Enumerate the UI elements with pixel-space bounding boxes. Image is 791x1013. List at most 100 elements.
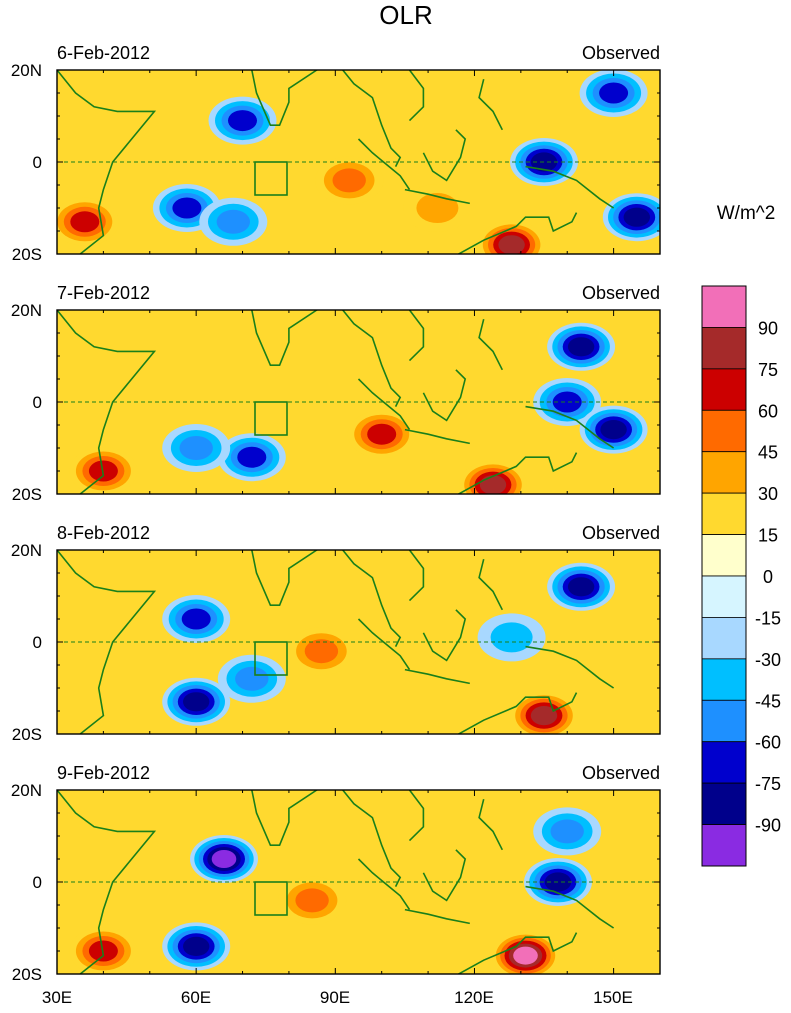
panel-2-anomaly-4-level-4 — [530, 706, 558, 726]
colorbar-swatch-2 — [701, 368, 747, 411]
panel-0-anomaly-5-level-4 — [498, 235, 525, 254]
panel-2-anomaly-3-level-2 — [304, 639, 339, 664]
colorbar-swatch-9 — [701, 658, 747, 701]
panel-2-coastline-6 — [478, 559, 504, 611]
panel-3-target-box — [254, 881, 288, 916]
panel-3-coastline-1 — [250, 790, 319, 846]
panel-1-field — [69, 322, 648, 494]
panel-0-ticks — [56, 69, 661, 255]
panel-2-ytick-20s: 20S — [12, 725, 42, 744]
colorbar-swatch-10 — [701, 699, 747, 743]
panel-1-target-box — [254, 401, 288, 436]
panel-0-anomaly-2-level-2 — [216, 209, 250, 234]
colorbar-label-10: -60 — [755, 733, 781, 753]
panel-3-coastline-9 — [408, 790, 425, 842]
panel-1-anomaly-0-level-3 — [237, 446, 267, 468]
panel-1-coastline-2 — [341, 310, 402, 407]
colorbar-swatch-6 — [701, 534, 747, 577]
panel-2-target-box — [254, 641, 288, 676]
panel-0-coastlines — [57, 70, 615, 254]
panel-0-anomaly-1-level-3 — [172, 197, 202, 219]
panel-1-date: 7-Feb-2012 — [57, 283, 150, 303]
panel-0-anomaly-4-level-1 — [416, 193, 459, 223]
panel-0-anomaly-8-level-4 — [623, 207, 650, 227]
panel-2-ytick-0: 0 — [33, 633, 42, 652]
colorbar-swatch-8 — [701, 617, 747, 660]
panel-3: 9-Feb-2012 Observed 20N 0 20S — [11, 763, 661, 984]
panel-1-anomaly-5-level-3 — [552, 391, 582, 413]
panel-2-coastline-9 — [408, 550, 425, 602]
panel-0-coastline-7 — [525, 165, 615, 209]
panel-3-coastline-3 — [357, 858, 411, 911]
xtick-30e: 30E — [42, 988, 72, 1007]
xtick-120e: 120E — [454, 988, 494, 1007]
panel-1-coastlines — [57, 310, 615, 494]
panel-0-coastline-5 — [422, 129, 467, 182]
panel-0-date: 6-Feb-2012 — [57, 43, 150, 63]
colorbar-label-8: -30 — [755, 650, 781, 670]
panel-2: 8-Feb-2012 Observed 20N 0 20S — [11, 523, 661, 744]
panel-3-coastline-7 — [525, 885, 615, 929]
panel-2-anomaly-1-level-4 — [183, 692, 210, 712]
panel-3-anomaly-0-level-5 — [211, 850, 237, 868]
panel-2-coastline-3 — [357, 618, 411, 671]
colorbar-label-6: 0 — [763, 567, 773, 587]
panel-1-anomaly-3-level-4 — [479, 475, 507, 494]
colorbar-label-0: 90 — [758, 318, 778, 338]
panel-1-ytick-20s: 20S — [12, 485, 42, 504]
panel-2-coastlines — [57, 550, 615, 734]
panel-2-coastline-2 — [341, 550, 402, 647]
panel-0-field — [57, 70, 660, 254]
colorbar-label-2: 60 — [758, 401, 778, 421]
panel-0-anomaly-3-level-2 — [332, 168, 366, 193]
panel-2-field — [162, 562, 616, 734]
panel-2-anomaly-5-level-4 — [567, 577, 595, 597]
panel-3-field — [69, 807, 602, 974]
panel-0-coastline-9 — [408, 70, 425, 122]
colorbar-swatch-13 — [701, 824, 747, 867]
panel-1-anomaly-4-level-4 — [567, 337, 595, 357]
panel-2-coastline-8 — [457, 692, 578, 734]
panel-2-coastline-0 — [57, 550, 157, 734]
panel-0-ytick-20n: 20N — [11, 61, 42, 80]
panel-1-ytick-20n: 20N — [11, 301, 42, 320]
panel-1-coastline-9 — [408, 310, 425, 362]
colorbar-label-5: 15 — [758, 526, 778, 546]
colorbar-swatch-0 — [701, 285, 747, 328]
panel-3-coastline-0 — [57, 790, 157, 974]
panel-0-coastline-2 — [341, 70, 402, 167]
panel-1-coastline-0 — [57, 310, 157, 494]
panel-0-anomaly-0-level-3 — [228, 110, 257, 132]
panel-3-coastline-5 — [422, 849, 467, 902]
panel-1-coastline-3 — [357, 378, 411, 431]
colorbar-label-1: 75 — [758, 360, 778, 380]
panel-3-anomaly-3-level-5 — [513, 946, 538, 965]
panel-1-ytick-0: 0 — [33, 393, 42, 412]
panel-3-ytick-0: 0 — [33, 873, 42, 892]
panel-1-coastline-5 — [422, 369, 467, 422]
panel-0-coastline-6 — [478, 79, 504, 131]
colorbar-label-7: -15 — [755, 608, 781, 628]
xtick-90e: 90E — [320, 988, 350, 1007]
panel-3-ytick-20s: 20S — [12, 965, 42, 984]
panel-3-coastline-8 — [457, 932, 578, 974]
colorbar-swatch-1 — [701, 327, 747, 370]
panel-1-anomaly-2-level-3 — [367, 423, 397, 445]
panel-1-coastline-7 — [525, 405, 615, 449]
panel-2-anomaly-6-level-1 — [490, 622, 533, 653]
panel-1: 7-Feb-2012 Observed 20N 0 20S — [11, 283, 661, 504]
panel-0-coastline-1 — [250, 70, 319, 126]
colorbar-swatch-5 — [701, 492, 747, 535]
colorbar-label-4: 30 — [758, 484, 778, 504]
panel-3-date: 9-Feb-2012 — [57, 763, 150, 783]
colorbar-swatch-12 — [701, 782, 747, 825]
panel-0-coastline-3 — [357, 138, 411, 191]
units-label: W/m^2 — [717, 203, 776, 224]
colorbar-label-12: -90 — [755, 816, 781, 836]
panel-0-anomaly-7-level-3 — [599, 82, 629, 104]
panel-2-ticks — [56, 549, 661, 735]
panel-1-ticks — [56, 309, 661, 495]
panel-1-coastline-6 — [478, 319, 504, 371]
panel-1-anomaly-1-level-2 — [179, 436, 213, 460]
